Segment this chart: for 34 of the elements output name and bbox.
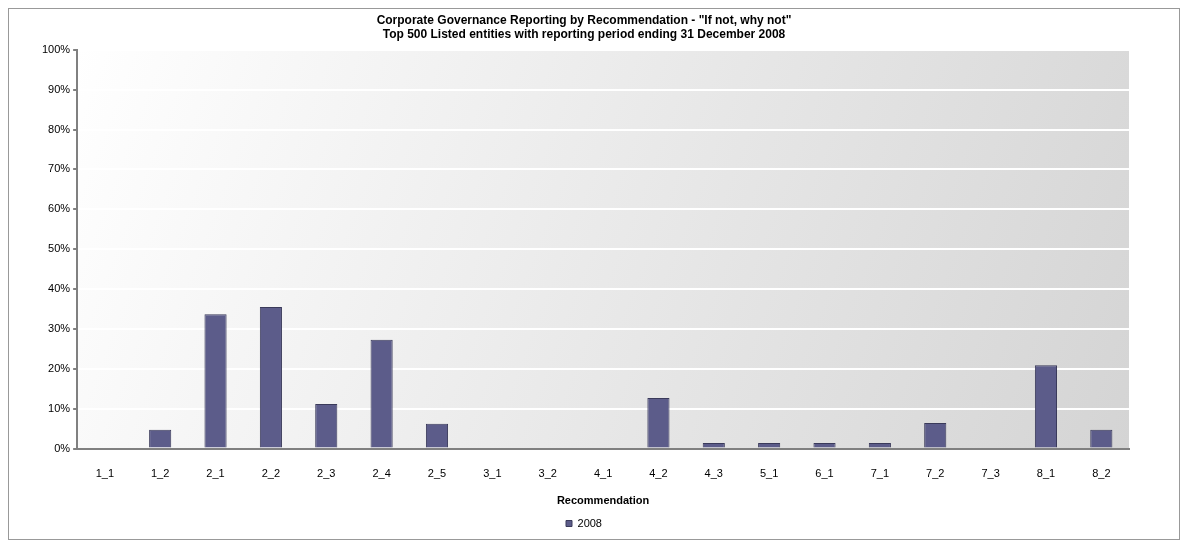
x-tick-label: 8_1 — [1036, 467, 1056, 480]
legend-label: 2008 — [577, 516, 602, 529]
chart-subtitle: Top 500 Listed entities with reporting period ending 31 December 2008 — [382, 26, 786, 41]
x-tick-label: 4_3 — [704, 467, 723, 480]
x-tick-label: 7_3 — [981, 467, 1000, 480]
x-tick-label: 1_1 — [95, 467, 114, 480]
x-tick-label: 2_1 — [206, 467, 225, 480]
x-tick-label: 2_2 — [261, 467, 281, 480]
y-tick-label: 80% — [48, 122, 71, 135]
x-tick-label: 6_1 — [815, 467, 834, 480]
x-tick-label: 4_1 — [593, 467, 613, 480]
y-tick-label: 50% — [48, 242, 71, 255]
x-tick-label: 2_4 — [372, 467, 391, 480]
x-tick-label: 2_3 — [317, 467, 336, 480]
y-tick-label: 60% — [48, 202, 71, 215]
x-tick-label: 5_1 — [759, 467, 779, 480]
y-tick-label: 70% — [48, 162, 71, 175]
x-tick-label: 8_2 — [1092, 467, 1111, 480]
y-tick-label: 0% — [54, 441, 71, 454]
y-tick-label: 90% — [48, 82, 71, 95]
y-tick-label: 30% — [48, 321, 71, 334]
x-tick-label: 2_5 — [427, 467, 447, 480]
x-tick-label: 1_2 — [151, 467, 170, 480]
x-tick-label: 7_2 — [926, 467, 945, 480]
chart-title: Corporate Governance Reporting by Recommendation - "If not, why not" — [376, 12, 792, 27]
x-axis-title: Recommendation — [556, 494, 650, 507]
y-tick-label: 100% — [41, 42, 71, 55]
x-tick-label: 3_1 — [483, 467, 502, 480]
x-tick-label: 4_2 — [649, 467, 668, 480]
y-tick-label: 10% — [48, 401, 71, 414]
y-tick-label: 20% — [48, 361, 71, 374]
x-tick-label: 3_2 — [538, 467, 557, 480]
y-tick-label: 40% — [48, 282, 71, 295]
x-tick-label: 7_1 — [870, 467, 890, 480]
